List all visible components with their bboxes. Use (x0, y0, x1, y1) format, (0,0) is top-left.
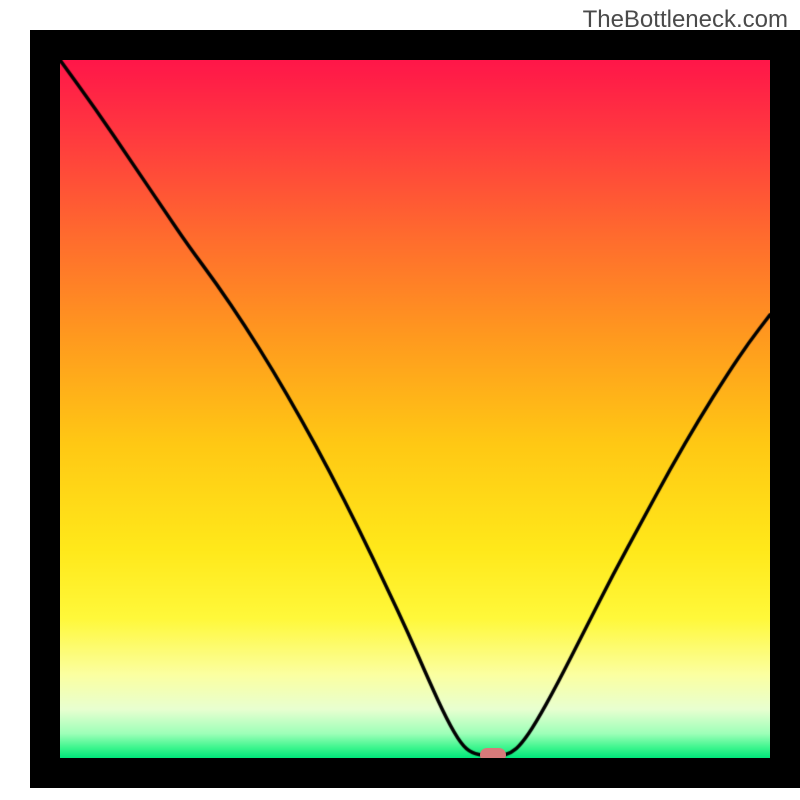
minimum-marker (480, 748, 506, 762)
chart-root: TheBottleneck.com (0, 0, 800, 800)
plot-gradient-background (60, 60, 770, 758)
watermark-text: TheBottleneck.com (583, 6, 788, 34)
